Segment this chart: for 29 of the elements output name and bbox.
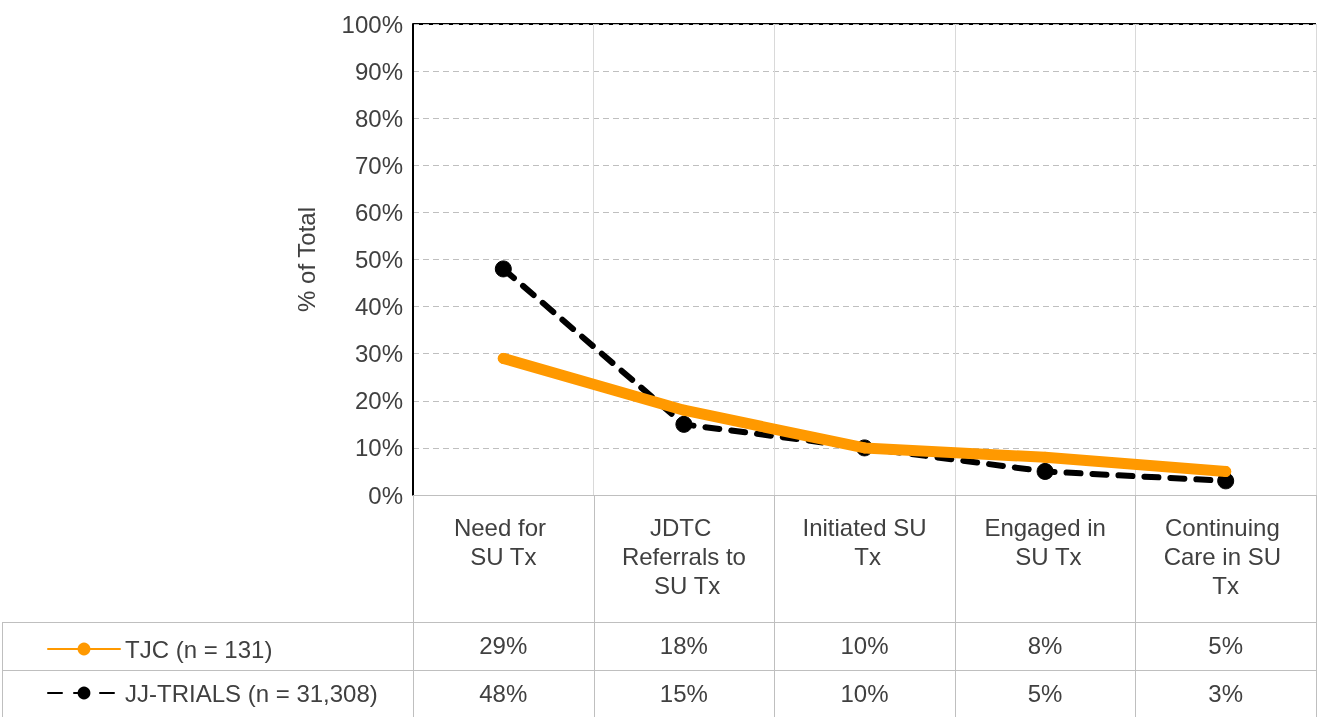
x-tick-label: Initiated SU Tx [802,514,927,570]
data-label: 15% [658,678,709,709]
data-label: 10% [839,678,890,709]
legend-label: TJC (n = 131) [125,635,273,663]
x-tick-label: JDTC Referrals to SU Tx [621,514,746,599]
data-label: 18% [658,631,709,661]
y-tick-label: 20% [354,387,403,415]
data-label: 5% [1207,631,1245,661]
y-axis-title: % of Total [292,207,320,312]
data-label: 5% [1026,678,1064,709]
y-tick-label: 30% [354,340,403,368]
data-label: 8% [1026,631,1064,661]
y-tick-label: 10% [354,434,403,462]
data-label: 29% [478,631,529,661]
legend-label: JJ-TRIALS (n = 31,308) [125,679,378,707]
x-tick-label: Continuing Care in SU Tx [1163,514,1288,599]
x-tick-label: Engaged in SU Tx [984,514,1106,570]
y-tick-label: 40% [354,293,403,321]
data-label: 3% [1207,678,1245,709]
x-tick-label: Need for SU Tx [453,514,553,570]
y-tick-label: 70% [354,151,403,179]
y-tick-label: 60% [354,198,403,226]
y-tick-label: 100% [341,10,403,38]
y-tick-label: 50% [354,246,403,273]
data-label: 10% [839,631,890,661]
y-tick-label: 0% [368,481,403,509]
data-label: 48% [478,678,529,709]
y-tick-label: 80% [354,104,403,132]
y-tick-label: 90% [354,57,403,85]
